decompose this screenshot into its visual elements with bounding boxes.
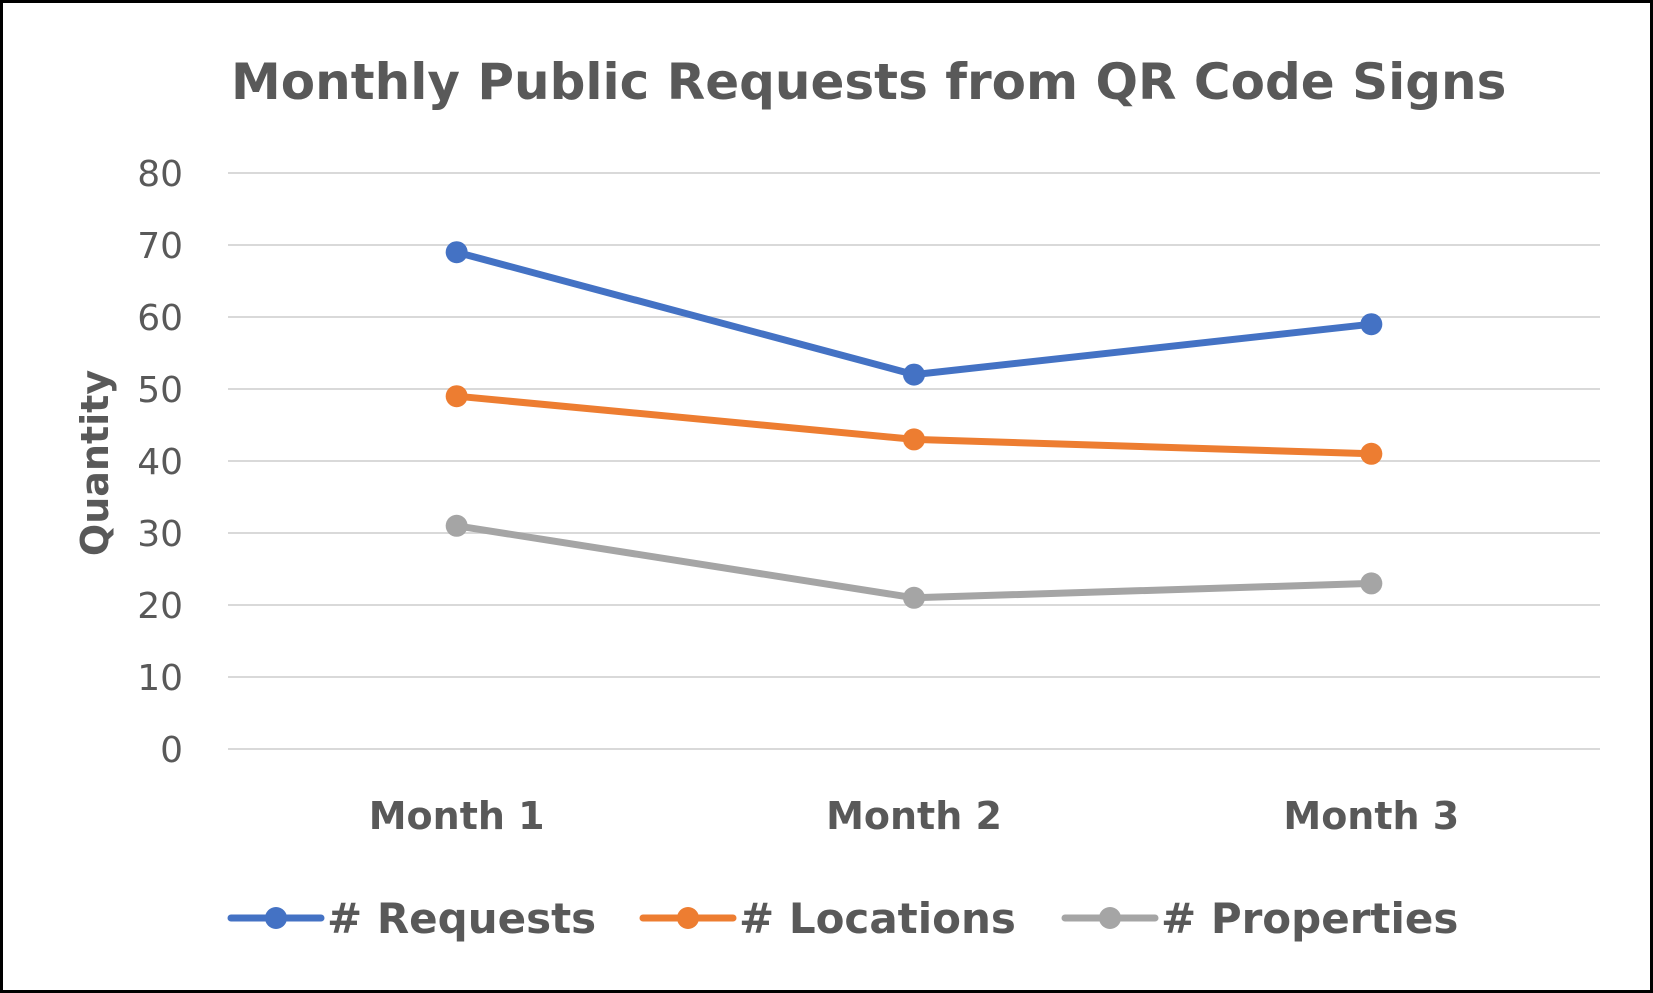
x-tick-label: Month 2 — [826, 794, 1002, 838]
legend: # Requests # Locations # Properties — [227, 894, 1458, 943]
data-point — [903, 586, 925, 609]
y-tick-label: 30 — [137, 514, 183, 555]
data-point — [903, 428, 925, 451]
x-axis-ticks: Month 1 Month 2 Month 3 — [369, 794, 1460, 838]
chart-title: Monthly Public Requests from QR Code Sig… — [231, 53, 1506, 111]
legend-item: # Requests — [227, 894, 596, 943]
y-tick-label: 50 — [137, 370, 183, 411]
data-point — [1360, 572, 1383, 595]
y-tick-label: 70 — [137, 226, 183, 267]
legend-item: # Locations — [639, 894, 1016, 943]
series-3 — [445, 514, 1383, 609]
legend-swatch-marker — [1099, 907, 1121, 929]
x-tick-label: Month 3 — [1283, 794, 1459, 838]
data-point — [903, 363, 925, 386]
y-tick-label: 80 — [137, 154, 183, 195]
y-tick-label: 10 — [137, 658, 183, 699]
legend-label: # Locations — [739, 894, 1016, 943]
y-axis-label: Quantity — [73, 370, 117, 556]
y-tick-label: 40 — [137, 442, 183, 483]
series-1 — [445, 241, 1383, 386]
legend-item: # Properties — [1061, 894, 1458, 943]
x-tick-label: Month 1 — [369, 794, 545, 838]
series-line — [453, 248, 1375, 379]
data-point — [445, 241, 468, 264]
legend-label: # Properties — [1161, 894, 1458, 943]
data-point — [445, 514, 468, 537]
series-2 — [445, 385, 1383, 465]
legend-swatch-marker — [265, 907, 287, 929]
gridlines — [228, 172, 1600, 750]
legend-label: # Requests — [327, 894, 596, 943]
data-point — [1360, 442, 1383, 465]
y-tick-label: 0 — [160, 730, 183, 771]
data-point — [1360, 313, 1383, 336]
y-tick-label: 20 — [137, 586, 183, 627]
series-lines — [445, 241, 1383, 609]
legend-swatch-marker — [677, 907, 699, 929]
y-tick-label: 60 — [137, 298, 183, 339]
line-chart: Monthly Public Requests from QR Code Sig… — [73, 53, 1600, 943]
y-axis-ticks: 0 10 20 30 40 50 60 70 80 — [137, 154, 183, 771]
data-point — [445, 385, 468, 408]
